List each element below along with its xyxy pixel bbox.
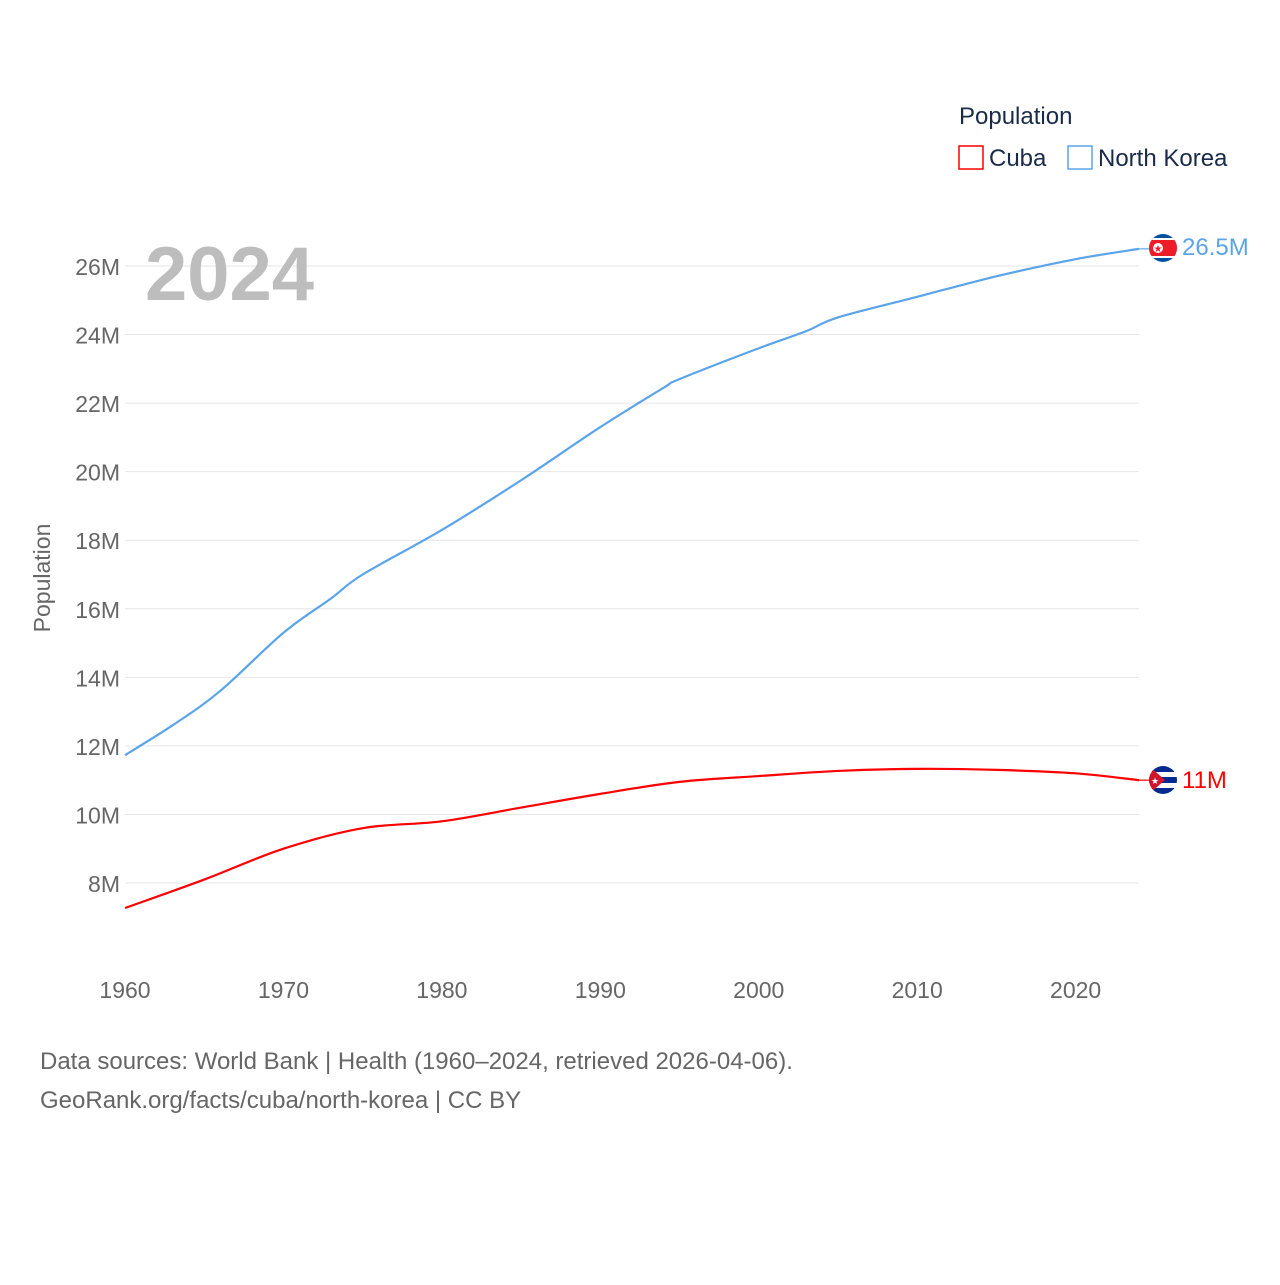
y-tick-label: 24M	[75, 323, 120, 349]
legend-item-north-korea[interactable]: North Korea	[1067, 145, 1228, 172]
cuba-end-label: 11M	[1182, 767, 1227, 794]
cuba-flag-icon: ★	[1149, 766, 1177, 794]
legend: Population Cuba North Korea	[958, 103, 1228, 172]
source-link[interactable]: GeoRank.org/facts/cuba/north-korea | CC …	[40, 1087, 521, 1114]
x-tick-label: 1960	[99, 977, 150, 1003]
legend-title: Population	[959, 103, 1072, 130]
x-tick-label: 2010	[892, 977, 943, 1003]
y-tick-label: 12M	[75, 734, 120, 760]
north-korea-end-label: 26.5M	[1182, 234, 1249, 261]
y-axis-label: Population	[29, 524, 55, 633]
y-tick-label: 16M	[75, 597, 120, 623]
data-sources-text: Data sources: World Bank | Health (1960–…	[40, 1048, 793, 1075]
series-line-cuba	[124, 767, 1140, 910]
north-korea-flag-icon: ★	[1149, 234, 1177, 262]
y-tick-label: 18M	[75, 528, 120, 554]
y-tick-label: 14M	[75, 665, 120, 691]
svg-text:★: ★	[1151, 776, 1159, 786]
y-tick-label: 22M	[75, 391, 120, 417]
y-tick-label: 8M	[88, 871, 120, 897]
series-lines	[124, 247, 1149, 910]
legend-item-cuba[interactable]: Cuba	[958, 145, 1047, 172]
x-tick-label: 2020	[1050, 977, 1101, 1003]
y-tick-label: 10M	[75, 802, 120, 828]
year-label: 2024	[145, 232, 314, 317]
legend-swatch-north-korea	[1067, 145, 1093, 170]
x-tick-label: 2000	[733, 977, 784, 1003]
legend-label-cuba: Cuba	[989, 145, 1047, 172]
series-line-north-korea	[124, 247, 1140, 757]
gridlines	[125, 265, 1139, 884]
y-tick-label: 26M	[75, 254, 120, 280]
x-tick-label: 1970	[258, 977, 309, 1003]
x-tick-label: 1980	[416, 977, 467, 1003]
legend-label-north-korea: North Korea	[1098, 145, 1228, 172]
x-tick-label: 1990	[575, 977, 626, 1003]
legend-swatch-cuba	[958, 145, 984, 170]
y-axis-ticks: 8M 10M 12M 14M 16M 18M 20M 22M 24M 26M	[75, 254, 120, 897]
svg-text:★: ★	[1154, 244, 1163, 255]
y-tick-label: 20M	[75, 460, 120, 486]
x-axis-ticks: 1960 1970 1980 1990 2000 2010 2020	[99, 977, 1101, 1003]
